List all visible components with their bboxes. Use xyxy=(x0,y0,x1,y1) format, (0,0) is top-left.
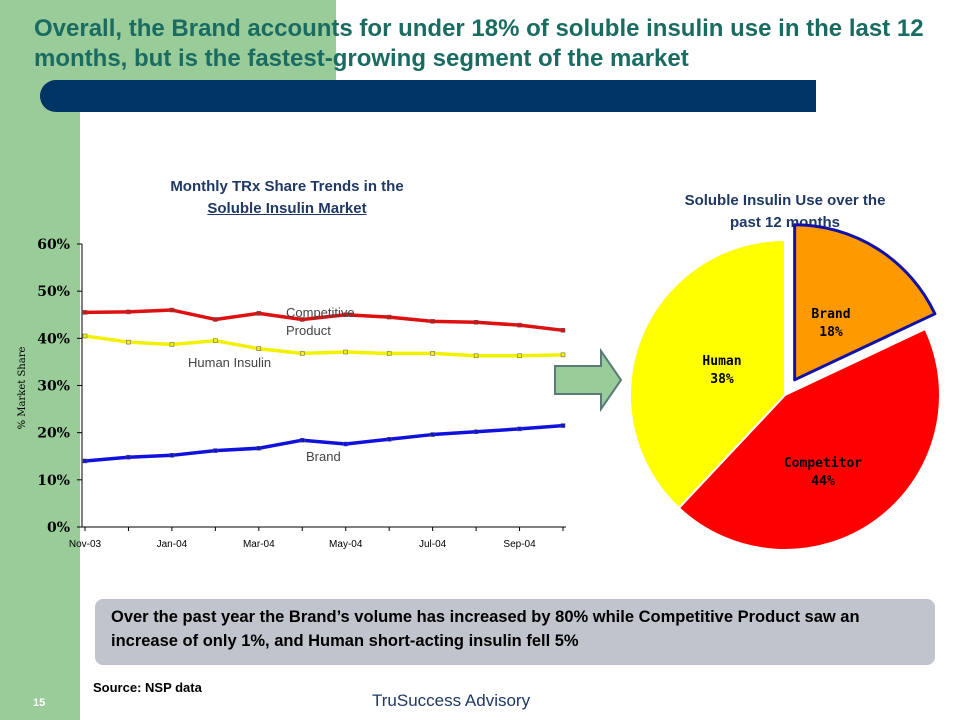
data-point xyxy=(169,453,175,458)
pie-label-name: Competitor xyxy=(784,456,862,471)
x-tick-label: Mar-04 xyxy=(243,539,275,550)
x-tick-label: May-04 xyxy=(329,539,363,550)
x-tick-label: Nov-03 xyxy=(69,539,102,550)
data-point xyxy=(169,307,175,313)
x-tick-label: Jul-04 xyxy=(419,539,447,550)
pie-label-name: Human xyxy=(702,354,741,369)
data-point xyxy=(517,322,522,328)
data-point xyxy=(430,319,435,324)
series-label: Brand xyxy=(306,449,341,464)
y-tick-label: 60% xyxy=(37,237,70,253)
pie-chart-title-line1: Soluble Insulin Use over the xyxy=(684,192,886,209)
data-point xyxy=(343,349,348,355)
data-point xyxy=(473,429,479,434)
data-point xyxy=(517,426,522,432)
pie-label-name: Brand xyxy=(811,307,850,322)
data-point xyxy=(169,342,175,347)
data-point xyxy=(560,423,566,428)
data-point xyxy=(343,312,348,317)
data-point xyxy=(256,311,262,316)
pie-label-percent: 38% xyxy=(710,372,734,387)
data-point xyxy=(256,445,262,451)
y-axis-label: % Market Share xyxy=(17,347,28,430)
data-point xyxy=(126,454,131,460)
data-point xyxy=(386,314,392,320)
callout-text: Over the past year the Brand’s volume ha… xyxy=(111,608,860,650)
source-note: Source: NSP data xyxy=(93,680,202,695)
data-point xyxy=(300,317,305,322)
data-point xyxy=(213,448,218,453)
right-arrow-icon xyxy=(554,347,623,413)
pie-label-percent: 44% xyxy=(811,474,835,489)
slide-title: Overall, the Brand accounts for under 18… xyxy=(34,15,924,72)
data-point xyxy=(82,458,88,464)
y-tick-label: 10% xyxy=(37,473,70,489)
data-point xyxy=(300,437,305,443)
data-point xyxy=(82,333,88,339)
pie-chart: Brand 18% Competitor 44% Human 38% xyxy=(629,223,941,551)
y-tick-label: 50% xyxy=(37,284,70,300)
data-point xyxy=(126,339,131,345)
data-point xyxy=(82,310,88,315)
data-point xyxy=(473,320,479,325)
series-label: Product xyxy=(286,323,331,338)
series-label: Human Insulin xyxy=(188,355,271,370)
data-point xyxy=(256,346,262,351)
x-tick-label: Sep-04 xyxy=(503,539,536,550)
data-point xyxy=(560,328,566,333)
page-number: 15 xyxy=(33,697,46,709)
line-chart-title: Monthly TRx Share Trends in the Soluble … xyxy=(120,176,454,220)
y-tick-label: 40% xyxy=(37,331,70,347)
line-chart-title-line2: Soluble Insulin Market xyxy=(207,200,367,217)
data-point xyxy=(126,309,131,315)
x-tick-label: Jan-04 xyxy=(157,539,188,550)
series-line-competitive-product xyxy=(84,308,564,333)
y-tick-label: 20% xyxy=(37,426,70,442)
data-point xyxy=(430,351,435,356)
data-point xyxy=(386,351,392,356)
pie-label-percent: 18% xyxy=(819,325,843,340)
pie-slice-human xyxy=(629,239,786,509)
data-point xyxy=(213,338,218,343)
footer-brand: TruSuccess Advisory xyxy=(372,691,531,710)
series-label: Competitive xyxy=(286,305,355,320)
data-point xyxy=(300,351,305,356)
series-line-human-insulin xyxy=(84,334,564,358)
data-point xyxy=(386,437,392,442)
title-accent-bar xyxy=(40,80,816,112)
line-chart-title-line1: Monthly TRx Share Trends in the xyxy=(170,178,404,195)
series-line-brand xyxy=(84,423,564,463)
data-point xyxy=(213,317,218,322)
data-point xyxy=(560,352,566,358)
pie-slice-brand xyxy=(793,223,937,382)
data-point xyxy=(517,353,522,359)
green-header-strip xyxy=(80,0,336,80)
line-chart: % Market Share 0% 10% 20% 30% 40% 50% 60% Nov-0… xyxy=(17,237,566,550)
y-tick-label: 0% xyxy=(47,520,70,536)
y-tick-label: 30% xyxy=(37,379,70,395)
data-point xyxy=(343,441,348,447)
data-point xyxy=(430,432,435,437)
data-point xyxy=(473,353,479,359)
pie-slice-competitor xyxy=(677,328,941,551)
insight-callout: Over the past year the Brand’s volume ha… xyxy=(95,599,935,665)
green-sidebar-strip xyxy=(0,0,80,720)
